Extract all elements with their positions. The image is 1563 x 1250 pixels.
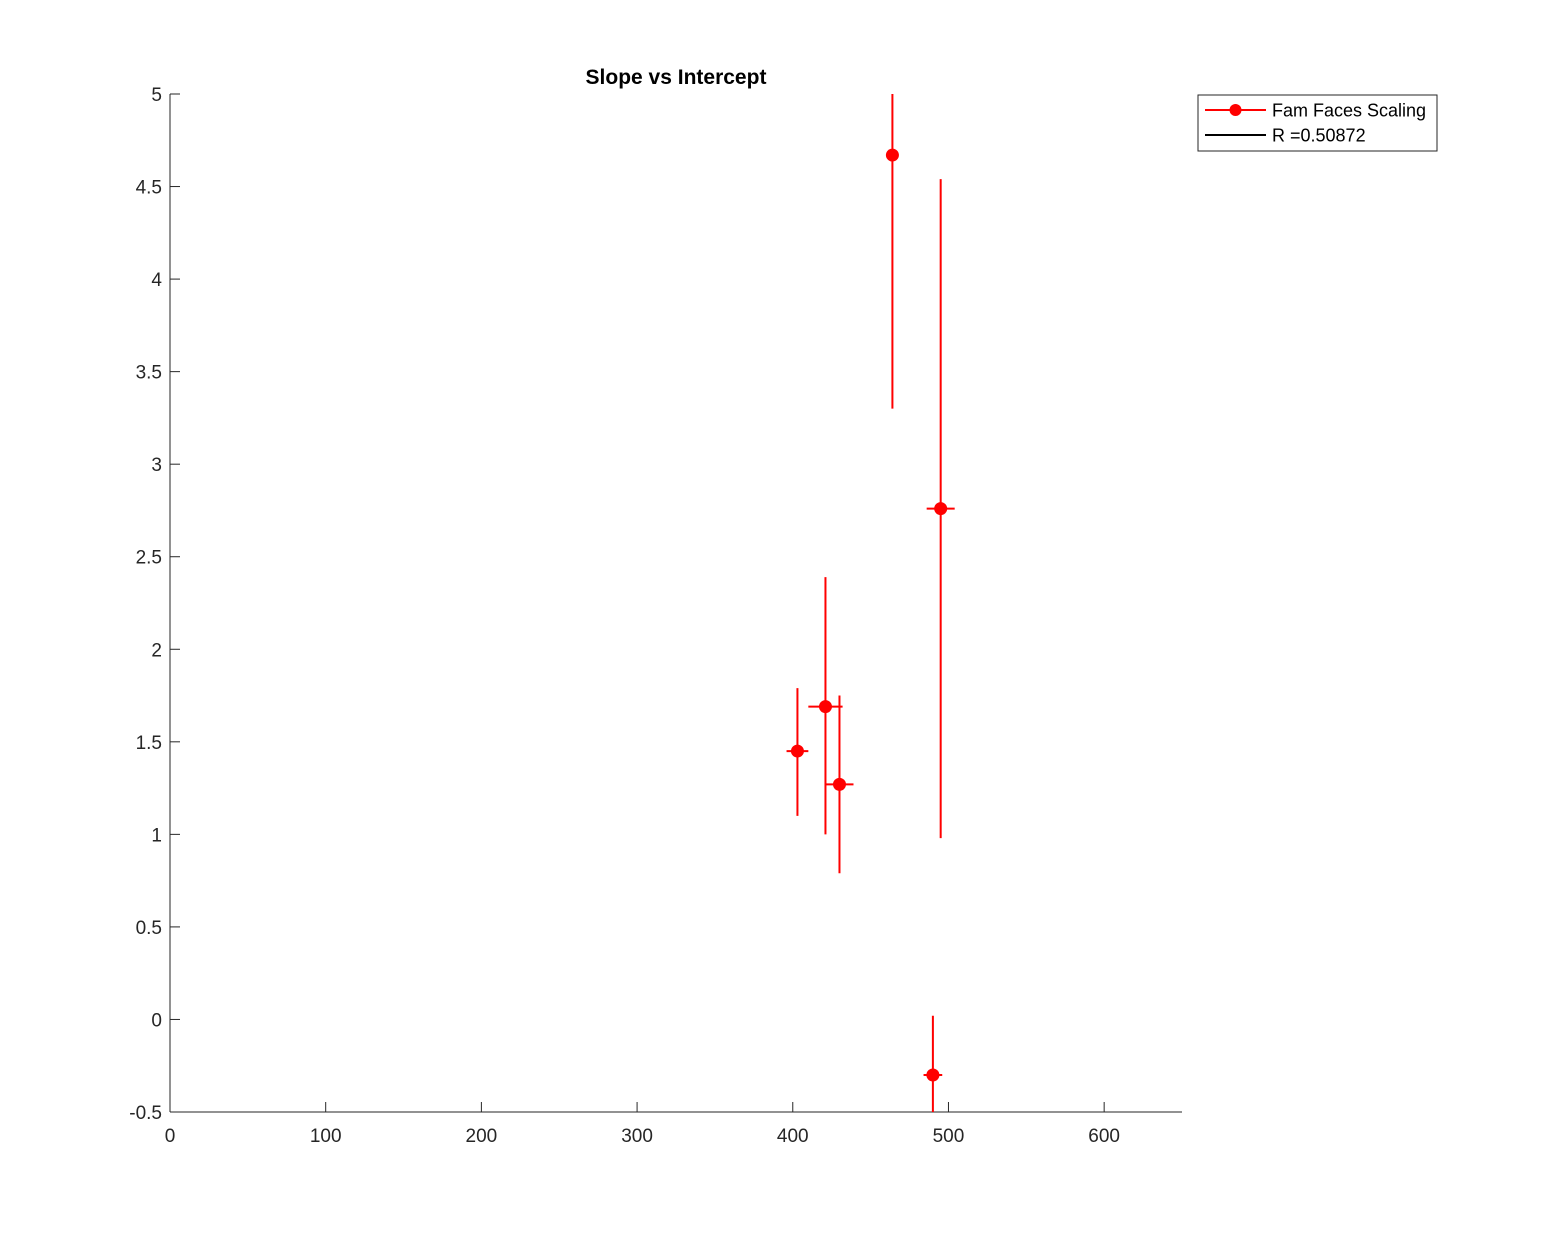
y-ticks: -0.5 0 0.5 1 1.5 2 2.5 3 3.5 4 4.5 5: [129, 85, 180, 1124]
y-tick-label: 5: [151, 85, 162, 106]
x-tick-label: 400: [777, 1126, 809, 1147]
data-point: [923, 1015, 943, 1112]
data-point: [808, 577, 843, 835]
data-point: [786, 688, 809, 816]
point-marker: [885, 148, 899, 162]
point-marker: [818, 700, 832, 714]
y-tick-label: 4.5: [136, 178, 162, 199]
y-tick-label: 3: [151, 455, 162, 476]
legend: Fam Faces Scaling R =0.50872: [1197, 94, 1438, 152]
plot-series: [786, 94, 955, 1112]
y-tick-label: -0.5: [129, 1103, 162, 1124]
x-tick-label: 200: [466, 1126, 498, 1147]
y-tick-label: 1.5: [136, 733, 162, 754]
y-tick-label: 0: [151, 1010, 162, 1031]
y-tick-label: 3.5: [136, 363, 162, 384]
legend-label-1: R =0.50872: [1272, 126, 1366, 146]
x-tick-label: 500: [933, 1126, 965, 1147]
data-point: [825, 695, 854, 874]
point-marker: [790, 744, 804, 758]
data-point: [885, 94, 899, 409]
y-tick-label: 1: [151, 825, 162, 846]
point-marker: [926, 1068, 940, 1082]
x-tick-label: 100: [310, 1126, 342, 1147]
x-tick-label: 600: [1088, 1126, 1120, 1147]
y-tick-label: 2.5: [136, 548, 162, 569]
legend-entry-1: R =0.50872: [1205, 126, 1366, 146]
x-ticks: 0 100 200 300 400 500 600: [165, 1102, 1120, 1147]
legend-label-0: Fam Faces Scaling: [1272, 101, 1426, 121]
y-tick-label: 2: [151, 640, 162, 661]
x-tick-label: 0: [165, 1126, 176, 1147]
y-tick-label: 4: [151, 270, 162, 291]
y-tick-label: 0.5: [136, 918, 162, 939]
point-marker: [832, 777, 846, 791]
axes: -0.500.511.522.533.544.55 0 100 200 300 400 5…: [129, 85, 1182, 1147]
chart-title: Slope vs Intercept: [586, 66, 767, 89]
data-point: [926, 179, 955, 839]
x-tick-label: 300: [621, 1126, 653, 1147]
legend-entry-0: Fam Faces Scaling: [1205, 101, 1426, 121]
legend-marker-0: [1229, 104, 1242, 116]
point-marker: [934, 502, 948, 516]
legend-box: [1197, 94, 1438, 152]
